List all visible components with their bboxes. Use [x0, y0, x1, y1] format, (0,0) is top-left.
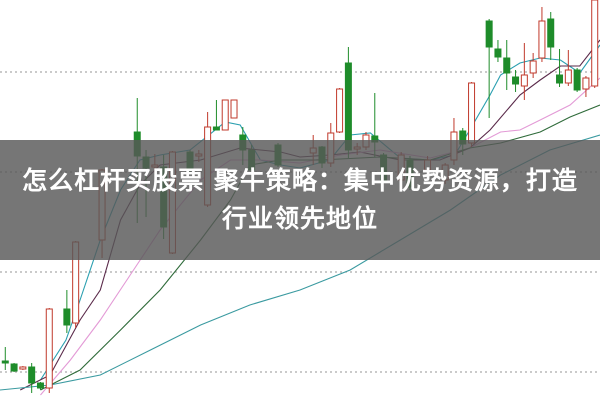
candle-body-down — [28, 366, 36, 384]
candle-body-up — [529, 60, 537, 74]
candle-body-up — [538, 20, 546, 59]
headline-line-1: 怎么杠杆买股票 聚牛策略：集中优势资源，打造 — [22, 166, 578, 195]
candle-body-down — [494, 48, 502, 58]
candle-body-down — [212, 126, 220, 131]
candle-body-up — [45, 308, 53, 389]
candle-body-up — [564, 69, 572, 84]
candle-body-down — [1, 360, 9, 364]
candle-body-down — [63, 308, 71, 326]
candle-body-down — [10, 363, 18, 372]
candle-body-up — [520, 74, 528, 87]
candle-body-down — [344, 62, 352, 151]
candle-body-up — [336, 88, 344, 133]
candle-body-down — [547, 18, 555, 48]
candle-body-up — [591, 0, 599, 87]
candle-body-up — [221, 99, 229, 131]
candle-body-up — [582, 77, 590, 90]
headline-line-2: 行业领先地位 — [221, 204, 378, 233]
candle-body-down — [485, 20, 493, 48]
candle-body-down — [512, 76, 520, 85]
candle-body-up — [230, 99, 238, 119]
candle-body-up — [468, 82, 476, 144]
candle-body-up — [19, 366, 27, 370]
candle-body-down — [36, 382, 44, 389]
candle-body-down — [573, 69, 581, 91]
candle-body-down — [503, 57, 511, 74]
candle-body-down — [556, 74, 564, 84]
headline-banner: 怎么杠杆买股票 聚牛策略：集中优势资源，打造 行业领先地位 — [0, 140, 600, 260]
